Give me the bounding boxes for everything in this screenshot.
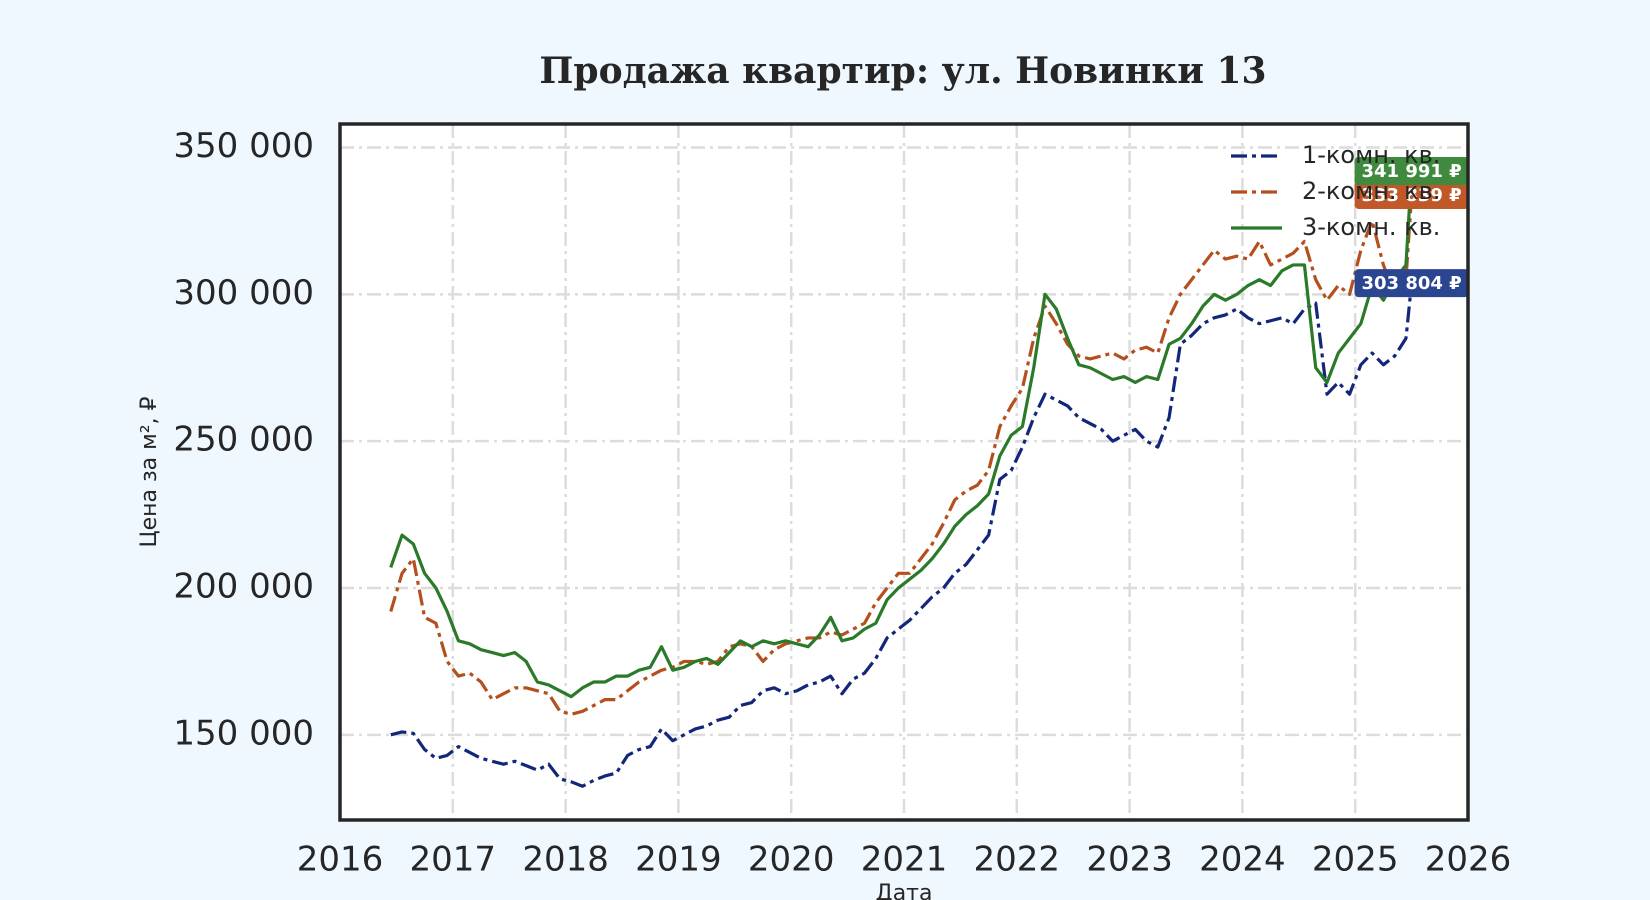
y-tick-label: 200 000 bbox=[173, 567, 314, 607]
x-tick-label: 2020 bbox=[748, 840, 835, 880]
end-label-box bbox=[1354, 269, 1469, 298]
x-tick-label: 2023 bbox=[1086, 840, 1173, 880]
chart-title: Продажа квартир: ул. Новинки 13 bbox=[539, 50, 1266, 92]
end-label: 303 804 ₽ bbox=[1354, 269, 1469, 298]
y-tick-label: 350 000 bbox=[173, 126, 314, 166]
x-tick-label: 2022 bbox=[974, 840, 1061, 880]
x-tick-label: 2026 bbox=[1425, 840, 1512, 880]
plot-frame bbox=[338, 122, 1470, 822]
end-label-text: 333 839 ₽ bbox=[1361, 185, 1461, 206]
legend-label: 1-комн. кв. bbox=[1302, 141, 1440, 169]
x-tick-label: 2019 bbox=[635, 840, 722, 880]
legend-label: 2-комн. кв. bbox=[1302, 177, 1440, 205]
series-line bbox=[389, 194, 1414, 716]
y-axis-title: Цена за м², ₽ bbox=[137, 396, 162, 547]
x-tick-label: 2018 bbox=[522, 840, 609, 880]
y-tick-label: 300 000 bbox=[173, 273, 314, 313]
end-label: 333 839 ₽ bbox=[1354, 180, 1469, 209]
x-axis-title: Дата bbox=[876, 881, 933, 900]
x-tick-label: 2017 bbox=[410, 840, 497, 880]
y-tick-label: 250 000 bbox=[173, 420, 314, 460]
end-label: 341 991 ₽ bbox=[1354, 157, 1469, 186]
series-line bbox=[390, 282, 1414, 788]
x-tick-label: 2025 bbox=[1312, 840, 1399, 880]
end-label-box bbox=[1354, 157, 1469, 186]
series-line bbox=[389, 170, 1414, 699]
legend: 1-комн. кв. 2-комн. кв. 3-комн. кв. bbox=[1231, 141, 1440, 241]
legend-label: 3-комн. кв. bbox=[1302, 213, 1440, 241]
x-tick-label: 2016 bbox=[297, 840, 384, 880]
end-label-text: 303 804 ₽ bbox=[1361, 273, 1461, 294]
y-tick-label: 150 000 bbox=[173, 713, 314, 753]
end-label-text: 341 991 ₽ bbox=[1361, 161, 1461, 182]
end-label-box bbox=[1354, 180, 1469, 209]
x-tick-label: 2021 bbox=[861, 840, 948, 880]
plot-area bbox=[340, 124, 1468, 820]
x-tick-label: 2024 bbox=[1199, 840, 1286, 880]
